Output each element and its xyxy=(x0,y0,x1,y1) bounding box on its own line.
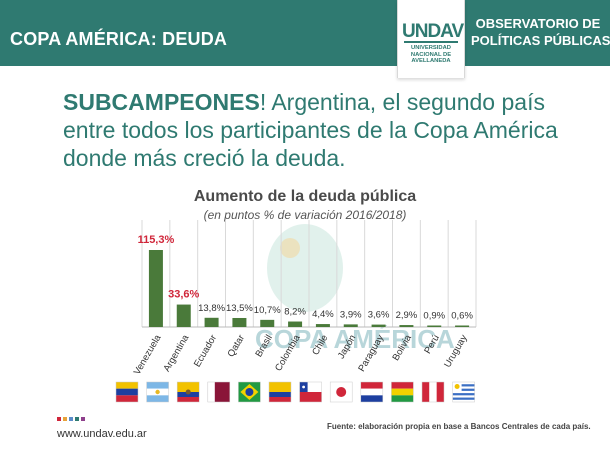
bar xyxy=(176,304,191,327)
org-name: OBSERVATORIO DE POLÍTICAS PÚBLICAS xyxy=(471,15,610,49)
bar xyxy=(288,321,303,327)
org-name-line2: POLÍTICAS PÚBLICAS xyxy=(471,33,610,48)
footer-source: Fuente: elaboración propia en base a Ban… xyxy=(327,422,591,431)
watermark-accent-icon xyxy=(280,238,300,258)
undav-logo: UNDAV UNIVERSIDAD NACIONAL DE AVELLANEDA xyxy=(397,0,465,78)
bar xyxy=(204,317,219,327)
bolivia-flag xyxy=(391,381,414,403)
watermark-text: COPA AMÉRICA xyxy=(255,324,455,354)
header-bar: COPA AMÉRICA: DEUDA OBSERVATORIO DE POLÍ… xyxy=(0,0,610,66)
peru-flag xyxy=(421,381,445,403)
chart-grid xyxy=(141,220,477,328)
copa-america-watermark: COPA AMÉRICA xyxy=(255,224,455,354)
value-label: 3,6% xyxy=(368,310,390,321)
value-label: 4,4% xyxy=(312,309,334,320)
category-label: Ecuador xyxy=(192,333,219,369)
footer-url[interactable]: www.undav.edu.ar xyxy=(57,428,147,440)
value-label: 10,7% xyxy=(254,305,281,316)
bar xyxy=(371,324,386,327)
value-label: 0,6% xyxy=(451,311,473,322)
bar xyxy=(148,250,163,327)
logo-caption-line: AVELLANEDA xyxy=(411,58,451,65)
category-label: Venezuela xyxy=(132,332,164,377)
headline: SUBCAMPEONES! Argentina, el segundo país… xyxy=(63,88,583,172)
chile-flag xyxy=(299,381,322,403)
trophy-watermark-icon xyxy=(267,224,343,312)
bar xyxy=(260,319,275,327)
venezuela-flag xyxy=(115,381,139,403)
logo-mark: UNDAV xyxy=(402,21,464,42)
argentina-flag xyxy=(146,381,169,403)
qatar-flag xyxy=(207,381,231,403)
bar xyxy=(427,325,442,327)
value-labels: 115,3% 33,6% 13,8% 13,5% 10,7% 8,2% 4,4% 3,9% 3,… xyxy=(138,234,474,322)
value-label: 13,8% xyxy=(198,303,225,314)
value-label: 3,9% xyxy=(340,309,362,320)
bar xyxy=(399,325,414,327)
logo-caption-line: UNIVERSIDAD xyxy=(411,45,451,51)
bar xyxy=(232,317,247,327)
bar xyxy=(455,325,470,327)
value-label: 13,5% xyxy=(226,303,253,314)
headline-bold: SUBCAMPEONES xyxy=(63,89,260,115)
dots-icon xyxy=(57,417,85,421)
category-label: Qatar xyxy=(226,333,247,359)
value-label: 8,2% xyxy=(284,307,306,318)
chart-bars xyxy=(148,250,470,327)
bar xyxy=(315,324,330,327)
chart-title: Aumento de la deuda pública xyxy=(193,188,417,205)
value-label: 115,3% xyxy=(138,234,175,246)
colombia-flag xyxy=(268,381,292,403)
value-label: 2,9% xyxy=(396,310,418,321)
org-name-line1: OBSERVATORIO DE xyxy=(475,16,601,31)
chart-subtitle: (en puntos % de variación 2016/2018) xyxy=(203,208,407,222)
undav-dots-logo xyxy=(57,414,89,432)
logo-rule xyxy=(404,41,458,43)
bar xyxy=(343,324,358,327)
category-label: Argentina xyxy=(161,332,191,373)
value-label: 33,6% xyxy=(168,289,199,301)
uruguay-flag xyxy=(452,381,475,403)
value-label: 0,9% xyxy=(423,311,445,322)
headline-rest: ! Argentina, el segundo país entre todos… xyxy=(63,89,558,171)
paraguay-flag xyxy=(360,381,384,403)
ecuador-flag xyxy=(176,381,200,403)
page-title: COPA AMÉRICA: DEUDA xyxy=(10,29,228,49)
logo-caption: UNIVERSIDAD NACIONAL DE AVELLANEDA xyxy=(400,45,462,65)
country-flags xyxy=(115,381,475,403)
japan-flag xyxy=(329,381,353,403)
brazil-flag xyxy=(238,381,261,403)
logo-caption-line: NACIONAL DE xyxy=(410,51,452,58)
